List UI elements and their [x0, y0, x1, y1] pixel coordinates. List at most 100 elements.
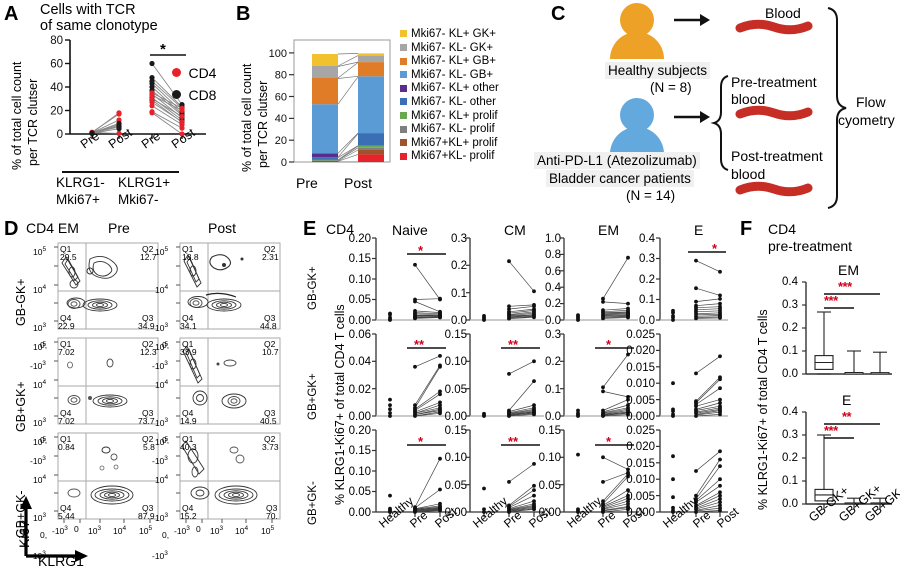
f-subplot-em	[802, 281, 892, 375]
legend-swatch-icon	[400, 98, 407, 106]
panel-b-bar-post	[358, 53, 384, 162]
e-ytick-r1c0-2: 0.04	[348, 356, 371, 368]
legend-swatch-icon	[400, 139, 407, 147]
panel-c-sample-post-line2: blood	[731, 166, 766, 182]
e-ytick-r1c3-3: 0.015	[626, 362, 655, 374]
q4-value: 22.9	[58, 321, 75, 331]
panel-d-ytick-r1-4: -103	[30, 455, 46, 466]
e-ytick-r2c2-1: 0.05	[538, 480, 561, 492]
panel-a-label: A	[4, 3, 19, 25]
e-cell-r1c1	[466, 333, 544, 418]
brace-left-icon	[710, 75, 729, 171]
panel-d-rowlabel-1: GB+GK+	[14, 381, 28, 432]
q3-tag: Q3	[266, 503, 278, 513]
panel-e-coltitle-3: E	[694, 222, 704, 238]
e-sig-r1c2: *	[606, 337, 612, 352]
panel-d-colheader-pre: Pre	[108, 220, 130, 236]
panel-d-ytick-1: 104	[33, 284, 47, 295]
panel-d-ytick-r1-2: 103	[33, 417, 47, 428]
e-ytick-r0c0-2: 0.10	[348, 274, 371, 286]
e-ytick-r0c2-0: 0.0	[545, 315, 561, 327]
e-ytick-r1c3-2: 0.010	[626, 378, 655, 390]
panel-c-readout-line2: cyometry	[838, 112, 895, 128]
panel-d-ytick-c1-4: -103	[152, 360, 168, 371]
panel-c-sample-pre-line1: Pre-treatment	[731, 74, 817, 90]
e-ytick-r2c1-3: 0.15	[444, 425, 467, 437]
panel-b-xtick-post: Post	[344, 175, 373, 191]
q2-value: 3.73	[262, 442, 279, 452]
panel-d-ytick-r1-1: 104	[33, 379, 47, 390]
svg-text:0: 0	[281, 157, 287, 169]
q4-tag: Q4	[182, 503, 194, 513]
q2-tag: Q2	[264, 339, 276, 349]
e-ytick-r0c3-2: 0.2	[639, 274, 655, 286]
f-ytick-em-3: 0.3	[782, 299, 798, 311]
e-ytick-r1c3-4: 0.020	[626, 345, 655, 357]
q2-value: 12.3	[140, 347, 157, 357]
panel-d-ytick-c1-1: 104	[155, 284, 169, 295]
legend-item: Mki67- KL- prolif	[400, 123, 499, 137]
q1-tag: Q1	[182, 434, 194, 444]
e-ytick-r2c3-0: 0.000	[626, 507, 655, 519]
q4-tag: Q4	[60, 408, 72, 418]
q4-tag: Q4	[60, 313, 72, 323]
panel-e-coltitle-0: Naive	[392, 222, 428, 238]
patient-person-icon	[610, 98, 664, 154]
e-ytick-r1c3-5: 0.025	[626, 329, 655, 341]
svg-text:20: 20	[50, 106, 63, 118]
panel-d-ytick-c1-0: 105	[155, 246, 169, 257]
e-ytick-r2c1-0: 0.00	[444, 507, 467, 519]
legend-swatch-icon	[400, 71, 407, 79]
panel-d-axis-arrows	[20, 496, 88, 562]
panel-d-ylabel: Ki67	[16, 519, 32, 548]
f-ytick-em-2: 0.2	[782, 322, 798, 334]
legend-swatch-icon	[400, 44, 407, 52]
e-ytick-r1c2-2: 0.2	[545, 356, 561, 368]
e-ytick-r0c3-4: 0.4	[639, 233, 655, 245]
e-ytick-r2c1-1: 0.05	[444, 480, 467, 492]
q3-value: 73.7	[138, 416, 155, 426]
q1-tag: Q1	[182, 339, 194, 349]
e-ytick-r1c1-0: 0.00	[444, 411, 467, 423]
brace-right-icon	[827, 7, 847, 209]
f-ytick-e-1: 0.1	[782, 475, 798, 487]
panel-d-xtick-1: 0	[74, 524, 79, 534]
e-ytick-r2c3-4: 0.020	[626, 441, 655, 453]
q1-value: 40.3	[180, 442, 197, 452]
f-sig-e-0: **	[842, 409, 852, 424]
panel-a-group2-line1: KLRG1+	[118, 175, 171, 190]
panel-e-grid	[372, 237, 728, 517]
e-cell-r1c3	[656, 333, 728, 418]
q3-value: 70.	[266, 511, 278, 521]
panel-a-group1-rule	[62, 171, 162, 173]
e-cell-r0c0	[372, 237, 450, 322]
q3-value: 34.9	[138, 321, 155, 331]
f-sig-e-1: ***	[824, 423, 838, 438]
panel-d-ytick-3: 0,	[40, 340, 48, 350]
e-ytick-r1c3-0: 0.000	[626, 411, 655, 423]
q3-tag: Q3	[142, 408, 154, 418]
e-ytick-r1c2-0: 0.0	[545, 411, 561, 423]
f-ytick-em-1: 0.1	[782, 345, 798, 357]
legend-item: Mki67- KL+ other	[400, 82, 499, 96]
panel-d-ytick-r2-1: 104	[33, 474, 47, 485]
f-subplot-e	[802, 411, 892, 509]
panel-d-ytick-c1r1-0: 105	[155, 341, 169, 352]
e-ytick-r1c1-2: 0.10	[444, 356, 467, 368]
legend-swatch-icon	[400, 112, 407, 120]
panel-d-title: CD4 EM	[26, 220, 79, 236]
e-ytick-r0c0-1: 0.05	[348, 294, 371, 306]
healthy-person-icon	[610, 3, 664, 59]
panel-b-ylabel-line1: % of total cell count	[240, 63, 254, 172]
svg-text:80: 80	[275, 70, 287, 82]
panel-f-plots	[802, 281, 892, 509]
panel-a-significance: *	[160, 41, 166, 58]
q2-value: 10.7	[262, 347, 279, 357]
panel-d-ytick-c1r2-1: 104	[155, 474, 169, 485]
legend-item: Mki67- KL+ GK+	[400, 28, 499, 42]
e-cell-r0c3	[656, 237, 728, 322]
e-sig-r0c3: *	[712, 241, 718, 256]
panel-d-rowlabel-0: GB-GK+	[14, 278, 28, 326]
q2-tag: Q2	[264, 244, 276, 254]
e-ytick-r0c3-0: 0.0	[639, 315, 655, 327]
